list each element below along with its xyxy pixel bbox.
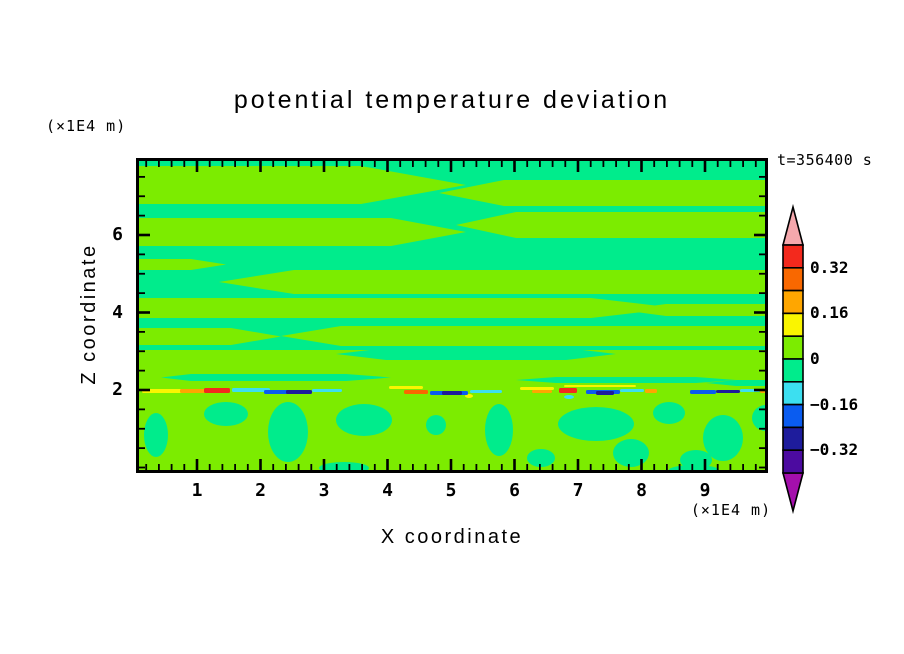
plot-title: potential temperature deviation xyxy=(233,86,671,114)
x-tick-label: 4 xyxy=(382,480,393,501)
x-tick-label: 7 xyxy=(572,480,584,501)
colorbar-segment xyxy=(782,289,804,315)
colorbar-segment xyxy=(782,244,804,269)
x-tick-label: 9 xyxy=(699,480,711,501)
x-tick-label: 2 xyxy=(255,480,266,501)
z-tick-label: 2 xyxy=(112,379,123,400)
x-axis-unit-label: (×1E4 m) xyxy=(690,501,772,519)
axis-ticks xyxy=(139,161,765,470)
time-annotation: t=356400 s xyxy=(777,151,873,169)
x-tick-label: 3 xyxy=(318,480,330,501)
x-axis-title: X coordinate xyxy=(380,526,524,548)
colorbar-segment xyxy=(782,403,804,429)
colorbar-tick-label: 0 xyxy=(810,349,820,368)
colorbar-segment xyxy=(782,381,804,406)
colorbar-segment xyxy=(782,358,804,383)
contour-plot xyxy=(136,158,768,473)
colorbar xyxy=(781,203,805,515)
plot-border xyxy=(136,158,768,473)
x-tick-label: 5 xyxy=(445,480,457,501)
colorbar-body xyxy=(781,203,805,515)
colorbar-tick-label: 0.16 xyxy=(810,303,849,323)
colorbar-segment xyxy=(782,335,804,360)
z-tick-label: 4 xyxy=(112,301,123,323)
x-tick-label: 1 xyxy=(191,480,203,501)
z-tick-label: 6 xyxy=(112,224,123,245)
colorbar-tick-label: −0.32 xyxy=(810,440,859,460)
colorbar-segment xyxy=(782,449,804,474)
x-tick-label: 8 xyxy=(636,480,647,501)
z-axis-unit-label: (×1E4 m) xyxy=(46,117,127,135)
colorbar-segment xyxy=(782,267,804,292)
colorbar-tick-label: −0.16 xyxy=(810,394,859,414)
colorbar-segment xyxy=(782,312,804,338)
contour-field xyxy=(136,158,768,473)
colorbar-segment xyxy=(782,426,804,451)
colorbar-arrow-top xyxy=(781,203,805,246)
colorbar-arrow-bottom xyxy=(781,472,805,515)
x-tick-label: 6 xyxy=(509,480,520,501)
colorbar-tick-label: 0.32 xyxy=(810,257,849,277)
